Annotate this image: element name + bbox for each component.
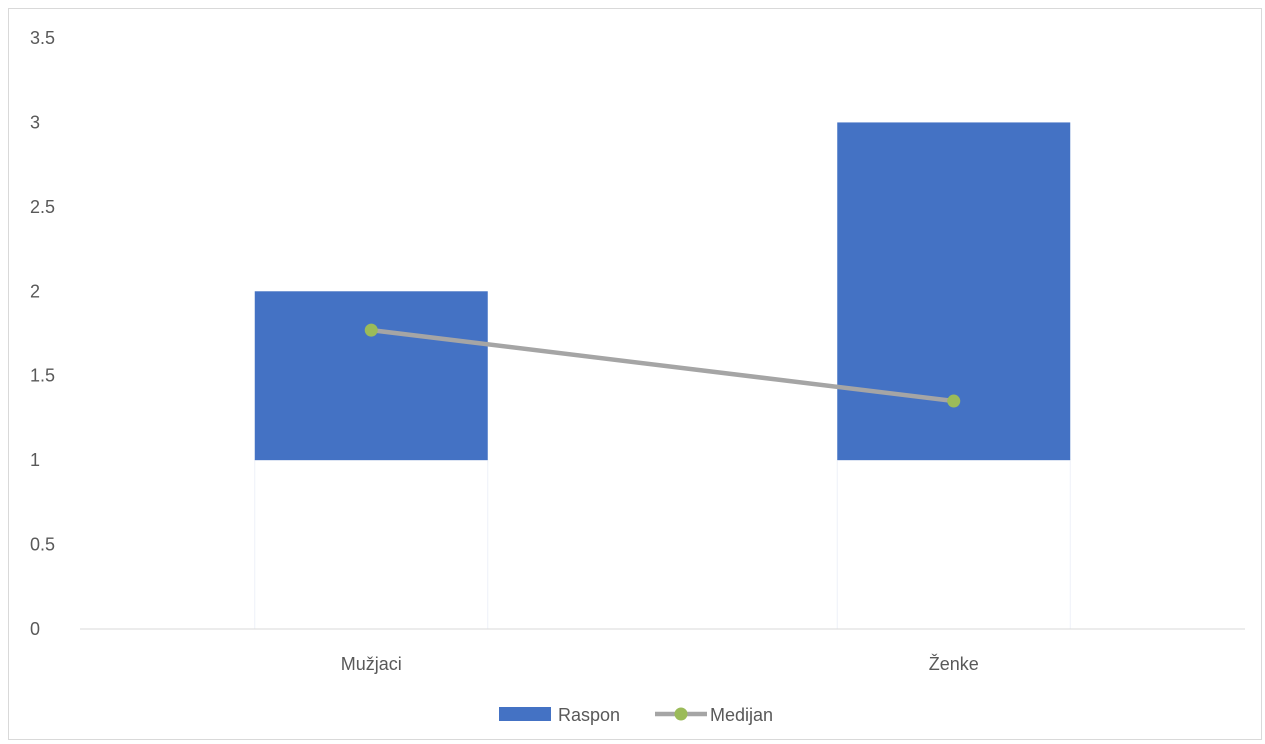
y-tick-label: 1.5 — [30, 366, 55, 386]
x-category-label: Mužjaci — [341, 654, 402, 674]
legend-label-raspon: Raspon — [558, 705, 620, 725]
y-tick-label: 0 — [30, 619, 40, 639]
bar-base-outline — [254, 459, 489, 630]
legend-swatch-raspon — [499, 707, 551, 721]
y-tick-label: 3.5 — [30, 28, 55, 48]
y-tick-label: 0.5 — [30, 535, 55, 555]
median-series — [364, 323, 961, 408]
legend-swatch-medijan-marker — [674, 707, 688, 721]
y-tick-label: 3 — [30, 112, 40, 132]
legend: Raspon Medijan — [499, 705, 773, 725]
bar-range — [837, 122, 1071, 461]
x-category-label: Ženke — [929, 654, 979, 674]
y-tick-label: 2 — [30, 281, 40, 301]
x-axis-labels: Mužjaci Ženke — [341, 654, 979, 674]
bar-base-outline — [836, 459, 1071, 630]
median-marker — [947, 394, 961, 408]
y-tick-label: 2.5 — [30, 197, 55, 217]
range-bars — [254, 122, 1071, 630]
y-tick-label: 1 — [30, 450, 40, 470]
median-line — [369, 327, 956, 404]
y-axis-ticks: 0 0.5 1 1.5 2 2.5 3 3.5 — [30, 28, 55, 639]
median-marker — [364, 323, 378, 337]
legend-label-medijan: Medijan — [710, 705, 773, 725]
bar-range — [254, 291, 488, 461]
